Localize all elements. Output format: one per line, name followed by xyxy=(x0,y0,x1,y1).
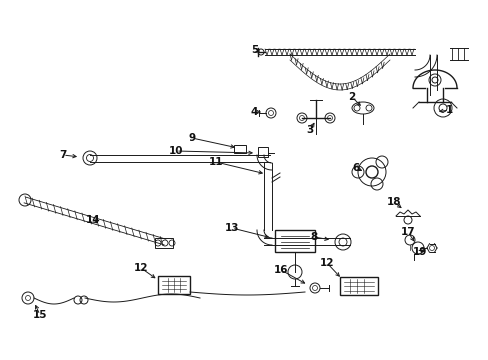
Text: 5: 5 xyxy=(251,45,258,55)
Bar xyxy=(274,230,314,252)
Bar xyxy=(339,277,377,295)
Text: 19: 19 xyxy=(412,247,427,257)
Text: 15: 15 xyxy=(33,310,47,320)
Bar xyxy=(234,145,245,153)
Bar xyxy=(258,147,267,157)
Text: 12: 12 xyxy=(134,263,148,273)
Text: 4: 4 xyxy=(250,107,257,117)
Bar xyxy=(158,276,190,294)
Text: 17: 17 xyxy=(400,227,414,237)
Text: 14: 14 xyxy=(85,215,100,225)
Text: 12: 12 xyxy=(319,258,334,268)
Text: 7: 7 xyxy=(59,150,66,160)
Text: 18: 18 xyxy=(386,197,401,207)
Text: 11: 11 xyxy=(208,157,223,167)
Bar xyxy=(155,238,173,248)
Text: 2: 2 xyxy=(347,92,355,102)
Text: 13: 13 xyxy=(224,223,239,233)
Text: 3: 3 xyxy=(306,125,313,135)
Text: 16: 16 xyxy=(273,265,287,275)
Text: 10: 10 xyxy=(168,146,183,156)
Text: 6: 6 xyxy=(352,163,359,173)
Text: 1: 1 xyxy=(445,105,452,115)
Text: 9: 9 xyxy=(188,133,195,143)
Text: 8: 8 xyxy=(310,232,317,242)
